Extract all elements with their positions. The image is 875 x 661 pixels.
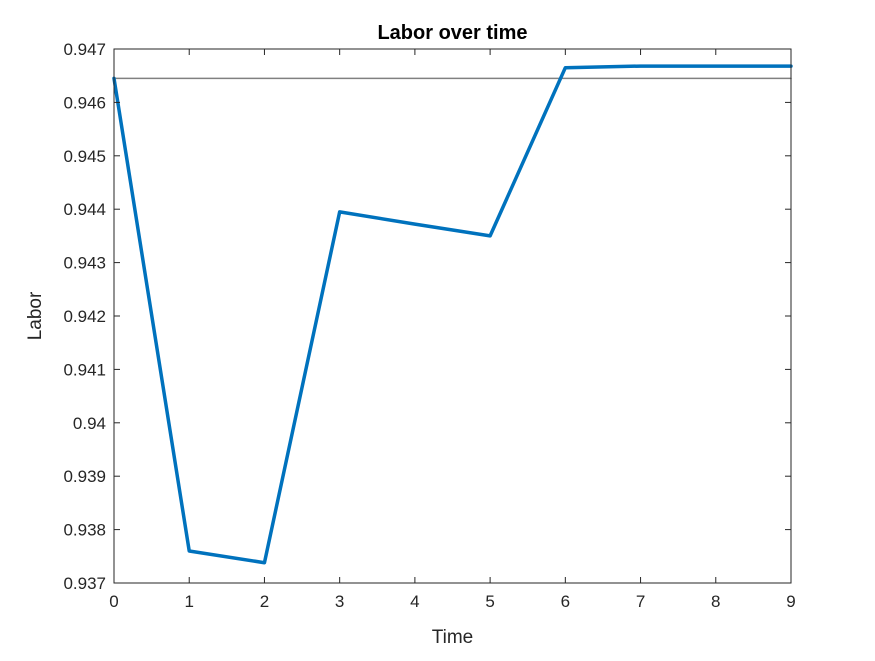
y-tick-label: 0.944	[63, 200, 106, 219]
x-tick-label: 2	[260, 592, 269, 611]
y-tick-label: 0.941	[63, 360, 106, 379]
x-tick-label: 9	[786, 592, 795, 611]
y-tick-label: 0.945	[63, 147, 106, 166]
labor-series-line	[112, 64, 793, 565]
y-tick-label: 0.943	[63, 254, 106, 273]
y-axis-label: Labor	[25, 291, 46, 340]
x-axis-label: Time	[432, 627, 474, 648]
x-tick-label: 6	[561, 592, 570, 611]
y-tick-label: 0.94	[73, 414, 106, 433]
y-tick-label: 0.939	[63, 467, 106, 486]
y-tick-label: 0.942	[63, 307, 106, 326]
x-tick-label: 8	[711, 592, 720, 611]
y-tick-label: 0.947	[63, 40, 106, 59]
y-tick-label: 0.938	[63, 521, 106, 540]
y-tick-label: 0.937	[63, 574, 106, 593]
x-tick-label: 7	[636, 592, 645, 611]
chart-title: Labor over time	[377, 22, 527, 44]
x-tick-label: 1	[184, 592, 193, 611]
plot-area	[114, 49, 791, 583]
x-tick-label: 0	[109, 592, 118, 611]
x-tick-label: 5	[485, 592, 494, 611]
x-tick-label: 3	[335, 592, 344, 611]
x-tick-label: 4	[410, 592, 419, 611]
y-tick-label: 0.946	[63, 93, 106, 112]
